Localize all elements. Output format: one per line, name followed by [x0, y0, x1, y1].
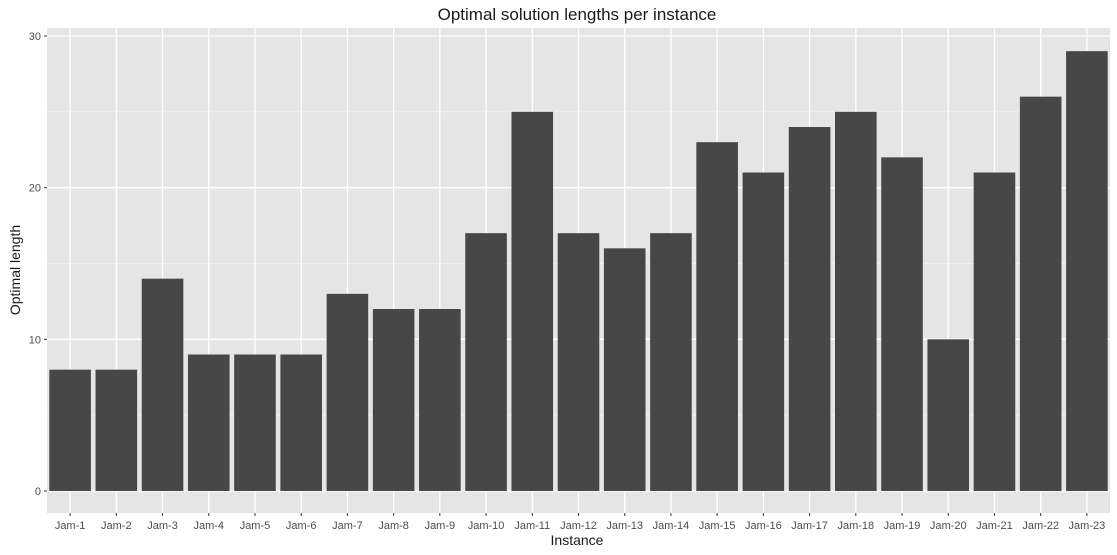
- x-tick-label: Jam-2: [101, 520, 132, 532]
- y-axis-ticks: 0 10 20 30: [29, 31, 47, 498]
- x-tick-label: Jam-19: [884, 520, 921, 532]
- x-tick-label: Jam-17: [791, 520, 828, 532]
- bar-jam-3: [141, 278, 184, 491]
- bar-jam-13: [603, 248, 646, 491]
- x-tick-label: Jam-13: [606, 520, 643, 532]
- bar-jam-21: [973, 172, 1016, 491]
- x-tick-label: Jam-3: [147, 520, 178, 532]
- chart-title: Optimal solution lengths per instance: [438, 5, 717, 24]
- x-tick-label: Jam-10: [468, 520, 505, 532]
- bar-jam-17: [788, 127, 831, 491]
- bar-jam-15: [696, 142, 738, 491]
- bar-jam-1: [49, 369, 91, 491]
- bar-jam-22: [1019, 96, 1062, 492]
- bar-jam-7: [326, 293, 369, 491]
- y-tick-label: 30: [29, 31, 41, 43]
- bar-jam-5: [234, 354, 276, 491]
- bar-jam-12: [557, 233, 600, 491]
- x-tick-label: Jam-4: [193, 520, 224, 532]
- x-axis-title: Instance: [551, 532, 604, 548]
- bar-jam-18: [835, 111, 877, 491]
- x-tick-label: Jam-21: [976, 520, 1013, 532]
- x-tick-label: Jam-14: [653, 520, 690, 532]
- bar-jam-14: [650, 233, 692, 491]
- bar-jam-16: [742, 172, 785, 491]
- bar-jam-11: [511, 111, 554, 491]
- y-tick-label: 10: [29, 334, 41, 346]
- bar-jam-20: [927, 339, 970, 491]
- bar-jam-19: [881, 157, 923, 492]
- y-tick-label: 0: [35, 486, 41, 498]
- x-tick-label: Jam-23: [1069, 520, 1106, 532]
- bar-jam-9: [419, 309, 461, 491]
- x-tick-label: Jam-15: [699, 520, 736, 532]
- x-tick-label: Jam-1: [55, 520, 86, 532]
- x-tick-label: Jam-6: [286, 520, 317, 532]
- x-tick-label: Jam-11: [514, 520, 550, 532]
- x-tick-label: Jam-12: [560, 520, 597, 532]
- x-axis-ticks: Jam-1 Jam-2 Jam-3 Jam-4 Jam-5 Jam-6 Jam-7 Jam-8…: [55, 513, 1105, 532]
- x-tick-label: Jam-20: [930, 520, 967, 532]
- x-tick-label: Jam-9: [425, 520, 456, 532]
- x-tick-label: Jam-22: [1022, 520, 1059, 532]
- y-axis-title: Optimal length: [7, 225, 23, 315]
- bar-jam-6: [280, 354, 322, 491]
- x-tick-label: Jam-5: [240, 520, 271, 532]
- bar-jam-8: [372, 309, 415, 491]
- bar-jam-10: [465, 233, 507, 491]
- bar-jam-23: [1066, 51, 1108, 492]
- x-tick-label: Jam-8: [378, 520, 409, 532]
- x-tick-label: Jam-16: [745, 520, 782, 532]
- bar-jam-2: [95, 369, 138, 491]
- bar-jam-4: [187, 354, 230, 491]
- x-tick-label: Jam-7: [332, 520, 363, 532]
- bars: [49, 51, 1108, 492]
- x-tick-label: Jam-18: [837, 520, 874, 532]
- y-tick-label: 20: [29, 183, 41, 195]
